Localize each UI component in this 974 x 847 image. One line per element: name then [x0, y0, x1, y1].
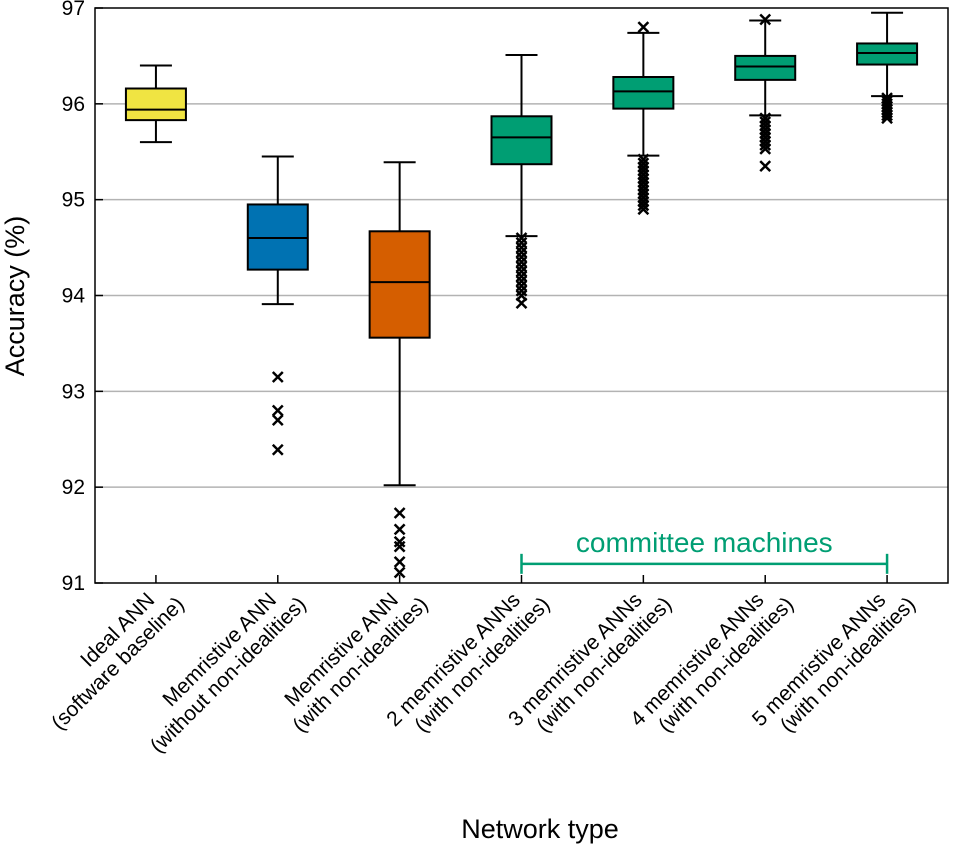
box-4: [490, 53, 553, 310]
outlier-marker: [759, 13, 772, 26]
outlier-marker: [515, 256, 528, 268]
y-tick-label: 96: [62, 93, 85, 116]
committee-annotation: committee machines: [520, 527, 889, 574]
outlier-marker: [393, 507, 406, 519]
box-1: [124, 64, 187, 144]
y-tick-label: 94: [62, 285, 86, 308]
iqr-box: [368, 230, 431, 339]
y-tick-label: 93: [62, 380, 85, 403]
outlier-marker: [515, 284, 528, 297]
outlier-marker: [393, 523, 406, 536]
box-3: [368, 161, 431, 579]
outlier-marker: [271, 404, 284, 417]
x-tick-label: Ideal ANN(software baseline): [47, 589, 189, 735]
outlier-marker: [515, 251, 528, 264]
y-axis-ticks: 91 92 93 94 95 96 97: [62, 0, 103, 595]
iqr-box: [734, 54, 797, 81]
outlier-marker: [393, 556, 406, 568]
outlier-marker: [515, 280, 528, 292]
iqr-box: [612, 76, 675, 110]
outlier-marker: [515, 246, 528, 259]
outlier-marker: [515, 260, 528, 273]
iqr-box: [124, 87, 187, 122]
outlier-marker: [759, 142, 772, 155]
outlier-marker: [637, 203, 650, 216]
outlier-marker: [759, 160, 772, 173]
iqr-box: [490, 115, 553, 166]
outlier-marker: [637, 199, 650, 212]
outlier-marker: [881, 112, 893, 125]
box-7: [856, 11, 919, 125]
x-axis-label: Network type: [461, 814, 619, 844]
committee-machines-label: committee machines: [576, 527, 833, 558]
outlier-marker: [393, 566, 406, 579]
box-5: [612, 21, 675, 216]
outlier-marker: [881, 109, 893, 122]
boxes: [124, 11, 919, 579]
outlier-marker: [515, 297, 528, 310]
box-6: [734, 13, 797, 173]
x-axis-ticks: Ideal ANN(software baseline)Memristive A…: [47, 575, 920, 758]
outlier-marker: [271, 443, 284, 456]
outlier-marker: [515, 241, 528, 254]
outlier-marker: [515, 265, 528, 278]
box-2: [246, 155, 309, 456]
outlier-marker: [515, 270, 528, 283]
y-tick-label: 95: [62, 189, 85, 212]
outlier-marker: [759, 139, 772, 151]
outlier-marker: [515, 275, 528, 288]
y-tick-label: 91: [62, 572, 85, 595]
outlier-marker: [637, 21, 650, 34]
outlier-marker: [515, 232, 528, 244]
outlier-marker: [515, 236, 528, 249]
outlier-marker: [271, 371, 284, 383]
y-tick-label: 92: [62, 476, 85, 499]
y-tick-label: 97: [62, 0, 85, 20]
outlier-marker: [393, 540, 406, 553]
outlier-marker: [271, 414, 284, 426]
y-axis-label: Accuracy (%): [0, 216, 30, 377]
outlier-marker: [393, 535, 406, 548]
